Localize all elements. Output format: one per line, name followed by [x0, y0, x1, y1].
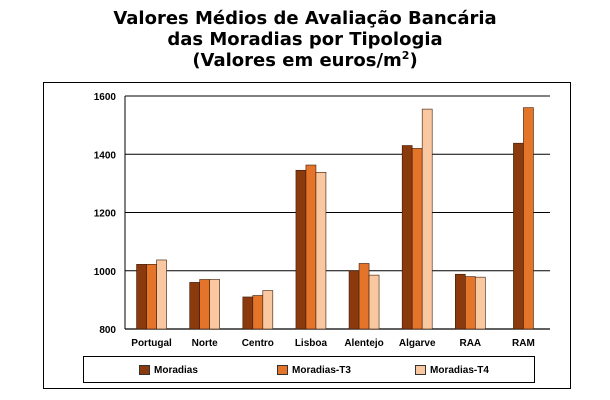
bar-algarve-moradias — [401, 145, 413, 330]
title-superscript: 2 — [401, 49, 410, 62]
y-tick-label-1000: 1000 — [94, 267, 117, 278]
legend-item-moradias-t3: Moradias-T3 — [277, 364, 351, 376]
bar-portugal-moradias — [136, 264, 147, 330]
chart-frame: 800 1000 1200 1400 1600 Portugal Norte Centro Li… — [43, 82, 571, 389]
legend-item-moradias: Moradias — [139, 364, 198, 376]
x-tick-label-norte: Norte — [192, 338, 219, 349]
x-tick-label-portugal: Portugal — [131, 338, 172, 349]
legend-label-moradias: Moradias — [154, 364, 198, 376]
title-line-2: das Moradias por Tipologia — [167, 29, 443, 50]
bar-ram-moradias — [513, 142, 524, 330]
y-tick-label-1200: 1200 — [94, 209, 117, 220]
bar-norte-moradias — [189, 282, 200, 330]
bar-centro-moradias — [242, 296, 254, 330]
bar-portugal-moradias-t3 — [146, 264, 157, 330]
legend-item-moradias-t4: Moradias-T4 — [415, 364, 489, 376]
bar-algarve-moradias-t4 — [421, 108, 433, 330]
bar-lisboa-moradias-t3 — [305, 164, 317, 330]
bar-norte-moradias-t4 — [209, 279, 220, 330]
bar-alentejo-moradias-t4 — [368, 274, 380, 330]
legend-swatch-moradias — [139, 365, 150, 375]
y-tick-label-1600: 1600 — [94, 92, 117, 103]
chart-legend: Moradias Moradias-T3 Moradias-T4 — [83, 356, 535, 383]
legend-label-moradias-t3: Moradias-T3 — [292, 364, 351, 376]
x-tick-label-alentejo: Alentejo — [344, 338, 383, 349]
bar-chart: 800 1000 1200 1400 1600 Portugal Norte Centro Li… — [94, 92, 550, 349]
bar-centro-moradias-t4 — [262, 290, 274, 330]
bar-portugal-moradias-t4 — [156, 259, 167, 330]
title-line-3-close: ) — [409, 50, 418, 71]
bar-centro-moradias-t3 — [252, 295, 264, 330]
bar-algarve-moradias-t3 — [411, 148, 423, 330]
bar-norte-moradias-t3 — [199, 279, 210, 330]
legend-label-moradias-t4: Moradias-T4 — [430, 364, 489, 376]
bar-alentejo-moradias-t3 — [358, 263, 370, 330]
chart-title: Valores Médios de Avaliação Bancária das… — [0, 8, 610, 71]
x-tick-label-centro: Centro — [242, 338, 274, 349]
title-line-3-text: (Valores em euros/m — [192, 50, 402, 71]
bar-raa-moradias-t3 — [465, 276, 476, 330]
legend-swatch-moradias-t3 — [277, 365, 288, 375]
y-tick-label-1400: 1400 — [94, 150, 117, 161]
bar-raa-moradias — [455, 273, 466, 330]
legend-swatch-moradias-t4 — [415, 365, 426, 375]
x-tick-label-raa: RAA — [459, 338, 481, 349]
bar-lisboa-moradias-t4 — [315, 172, 327, 330]
bar-lisboa-moradias — [295, 169, 307, 330]
bar-raa-moradias-t4 — [475, 276, 486, 330]
y-tick-label-800: 800 — [99, 325, 116, 336]
x-tick-label-lisboa: Lisboa — [295, 338, 328, 349]
bar-alentejo-moradias — [348, 270, 360, 330]
bar-ram-moradias-t3 — [523, 107, 534, 330]
title-line-1: Valores Médios de Avaliação Bancária — [113, 8, 497, 29]
title-line-3: (Valores em euros/m2) — [0, 50, 610, 71]
x-tick-label-algarve: Algarve — [399, 338, 436, 349]
x-tick-label-ram: RAM — [512, 338, 535, 349]
